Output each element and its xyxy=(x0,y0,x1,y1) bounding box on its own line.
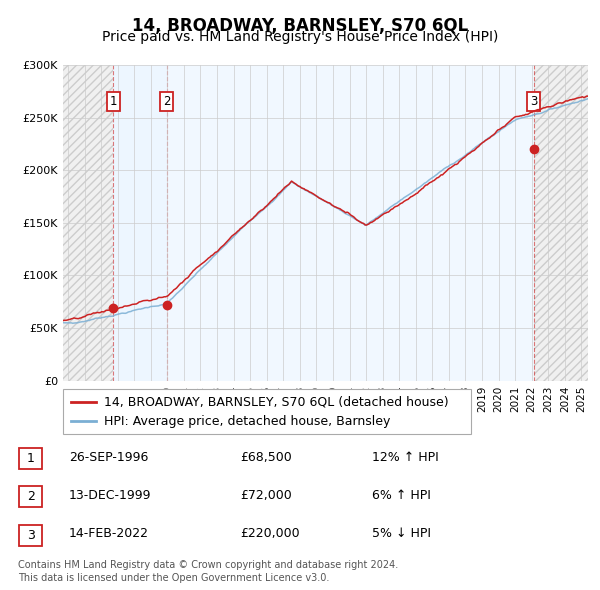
FancyBboxPatch shape xyxy=(19,525,42,546)
Text: 3: 3 xyxy=(26,529,35,542)
Text: 5% ↓ HPI: 5% ↓ HPI xyxy=(372,527,431,540)
Text: 13-DEC-1999: 13-DEC-1999 xyxy=(69,489,151,502)
Text: 14, BROADWAY, BARNSLEY, S70 6QL (detached house): 14, BROADWAY, BARNSLEY, S70 6QL (detache… xyxy=(104,395,448,408)
Text: HPI: Average price, detached house, Barnsley: HPI: Average price, detached house, Barn… xyxy=(104,415,390,428)
FancyBboxPatch shape xyxy=(63,389,471,434)
Bar xyxy=(63,65,113,381)
Text: 1: 1 xyxy=(110,95,117,108)
Bar xyxy=(113,65,167,381)
Bar xyxy=(63,65,113,381)
Text: 3: 3 xyxy=(530,95,538,108)
FancyBboxPatch shape xyxy=(19,486,42,507)
Text: £72,000: £72,000 xyxy=(240,489,292,502)
Text: 2: 2 xyxy=(26,490,35,503)
Text: 2: 2 xyxy=(163,95,170,108)
Bar xyxy=(533,65,588,381)
Text: £220,000: £220,000 xyxy=(240,527,299,540)
Text: 1: 1 xyxy=(26,452,35,465)
Text: 26-SEP-1996: 26-SEP-1996 xyxy=(69,451,148,464)
Bar xyxy=(533,65,588,381)
Text: 14-FEB-2022: 14-FEB-2022 xyxy=(69,527,149,540)
Text: 6% ↑ HPI: 6% ↑ HPI xyxy=(372,489,431,502)
Text: Contains HM Land Registry data © Crown copyright and database right 2024.
This d: Contains HM Land Registry data © Crown c… xyxy=(18,560,398,583)
Text: Price paid vs. HM Land Registry's House Price Index (HPI): Price paid vs. HM Land Registry's House … xyxy=(102,30,498,44)
FancyBboxPatch shape xyxy=(19,448,42,469)
Text: 14, BROADWAY, BARNSLEY, S70 6QL: 14, BROADWAY, BARNSLEY, S70 6QL xyxy=(132,17,468,35)
Text: 12% ↑ HPI: 12% ↑ HPI xyxy=(372,451,439,464)
Text: £68,500: £68,500 xyxy=(240,451,292,464)
Bar xyxy=(167,65,533,381)
